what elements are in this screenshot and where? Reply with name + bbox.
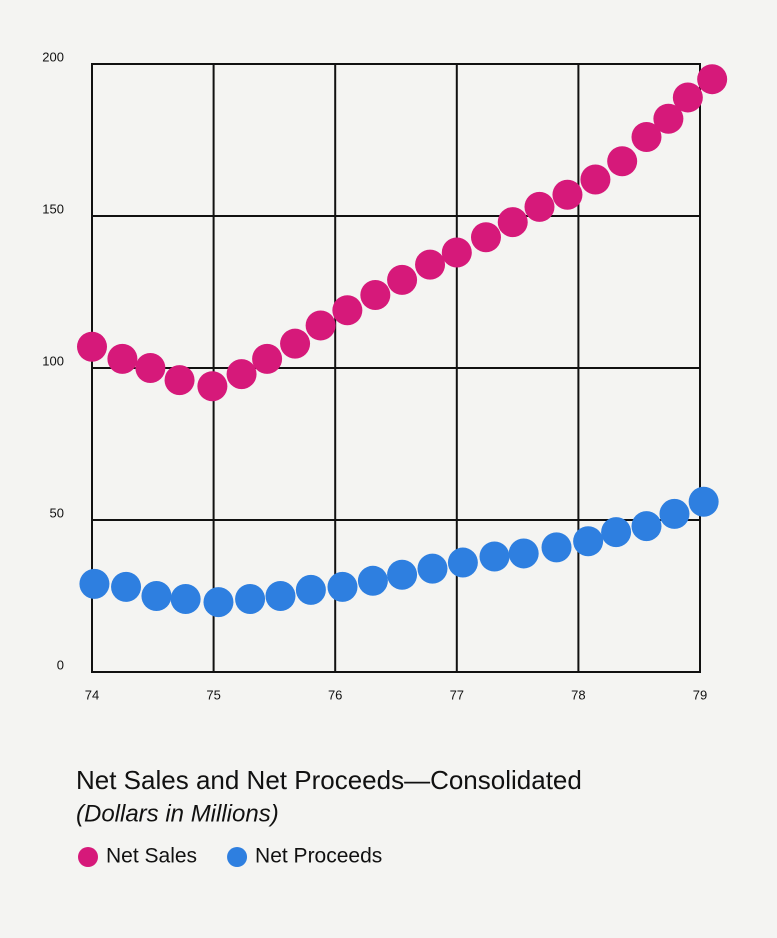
data-point — [197, 371, 228, 402]
data-point — [601, 517, 632, 548]
data-point — [280, 328, 311, 359]
data-point — [415, 249, 446, 280]
data-point — [417, 553, 448, 584]
data-point — [659, 498, 690, 529]
data-point — [479, 541, 510, 572]
data-point — [524, 191, 555, 222]
data-point — [447, 547, 478, 578]
data-point — [107, 343, 138, 374]
data-point — [653, 103, 684, 134]
data-point — [387, 264, 418, 295]
data-point — [265, 581, 296, 611]
y-tick-label: 50 — [50, 505, 64, 520]
data-point — [357, 565, 388, 596]
data-point — [607, 146, 638, 177]
data-point — [295, 574, 326, 605]
x-tick-label: 78 — [571, 687, 585, 702]
data-point — [327, 571, 358, 602]
data-point — [672, 82, 703, 113]
legend-label: Net Proceeds — [255, 845, 382, 868]
x-tick-label: 77 — [450, 687, 464, 702]
data-point — [203, 587, 234, 618]
y-tick-label: 200 — [42, 49, 64, 64]
chart-subtitle: (Dollars in Millions) — [76, 800, 279, 827]
data-point — [508, 538, 539, 569]
data-point — [226, 359, 257, 390]
x-tick-label: 75 — [206, 687, 220, 702]
data-point — [170, 584, 201, 615]
data-point — [441, 237, 472, 268]
x-tick-label: 74 — [85, 687, 99, 702]
data-point — [497, 207, 528, 238]
data-point — [332, 295, 363, 326]
data-point — [387, 559, 418, 590]
x-tick-label: 79 — [693, 687, 707, 702]
data-point — [235, 584, 266, 615]
data-point — [697, 64, 728, 95]
data-point — [252, 343, 283, 374]
data-point — [688, 486, 719, 517]
data-point — [631, 511, 662, 542]
data-point — [111, 571, 142, 602]
y-tick-label: 0 — [57, 657, 64, 672]
data-point — [470, 222, 501, 253]
data-point — [631, 121, 662, 152]
y-tick-label: 150 — [42, 201, 64, 216]
data-point — [541, 532, 572, 563]
data-point — [360, 280, 391, 311]
y-tick-label: 100 — [42, 353, 64, 368]
legend-swatch — [227, 847, 248, 867]
chart-title: Net Sales and Net Proceeds—Consolidated — [76, 765, 582, 795]
data-point — [77, 331, 107, 362]
data-point — [141, 581, 172, 611]
data-point — [580, 164, 611, 195]
data-point — [79, 568, 110, 599]
data-point — [552, 179, 583, 210]
legend-label: Net Sales — [106, 845, 197, 868]
data-point — [305, 310, 336, 341]
data-point — [164, 365, 195, 396]
x-tick-label: 76 — [328, 687, 342, 702]
data-point — [135, 353, 166, 383]
legend-swatch — [78, 847, 98, 867]
data-point — [573, 526, 604, 557]
